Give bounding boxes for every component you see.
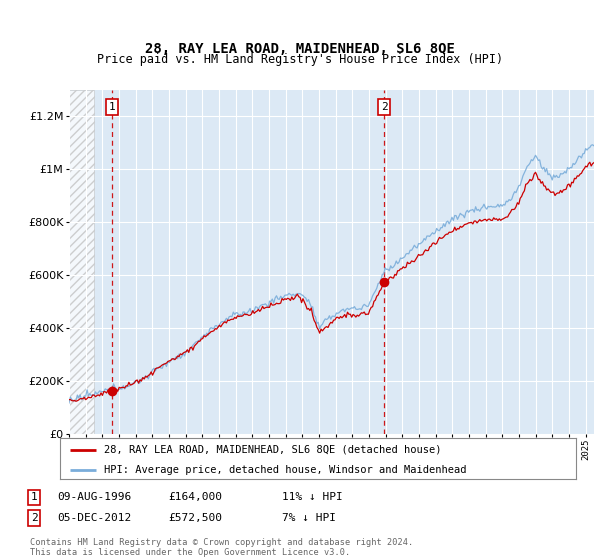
Text: £164,000: £164,000: [168, 492, 222, 502]
Text: 7% ↓ HPI: 7% ↓ HPI: [282, 513, 336, 523]
Text: Contains HM Land Registry data © Crown copyright and database right 2024.
This d: Contains HM Land Registry data © Crown c…: [30, 538, 413, 557]
Text: 05-DEC-2012: 05-DEC-2012: [57, 513, 131, 523]
Text: 11% ↓ HPI: 11% ↓ HPI: [282, 492, 343, 502]
Text: £572,500: £572,500: [168, 513, 222, 523]
Text: 2: 2: [31, 513, 38, 523]
Text: HPI: Average price, detached house, Windsor and Maidenhead: HPI: Average price, detached house, Wind…: [104, 465, 466, 475]
Text: 28, RAY LEA ROAD, MAIDENHEAD, SL6 8QE: 28, RAY LEA ROAD, MAIDENHEAD, SL6 8QE: [145, 42, 455, 56]
Text: Price paid vs. HM Land Registry's House Price Index (HPI): Price paid vs. HM Land Registry's House …: [97, 53, 503, 66]
Text: 1: 1: [109, 102, 116, 112]
Bar: [69, 90, 94, 434]
Text: 09-AUG-1996: 09-AUG-1996: [57, 492, 131, 502]
Text: 1: 1: [31, 492, 38, 502]
Text: 2: 2: [381, 102, 388, 112]
Bar: [69, 90, 94, 434]
Text: 28, RAY LEA ROAD, MAIDENHEAD, SL6 8QE (detached house): 28, RAY LEA ROAD, MAIDENHEAD, SL6 8QE (d…: [104, 445, 442, 455]
